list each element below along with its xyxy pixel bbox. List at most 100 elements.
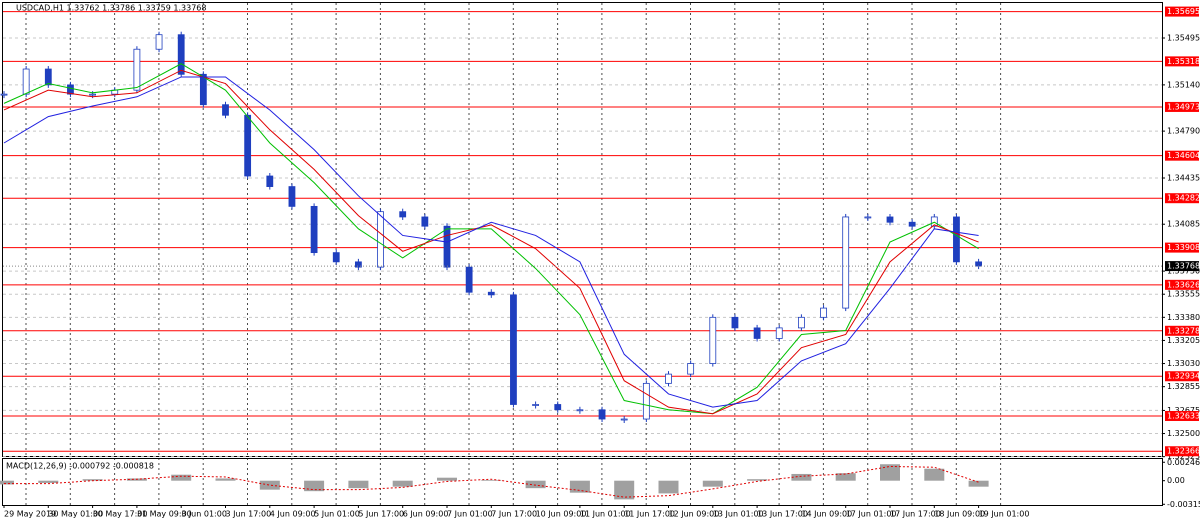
candle-body: [886, 216, 894, 223]
level-label-box: [1165, 242, 1199, 253]
macd-bar: [171, 474, 192, 481]
candle-body: [687, 363, 695, 375]
moving-average: [3, 69, 979, 415]
level-label-box: [1165, 446, 1199, 457]
x-tick-label: 29 May 2019: [4, 510, 56, 519]
level-label: 1.33278: [1167, 326, 1200, 335]
x-tick-label: 13 Jun 01:00: [713, 510, 764, 519]
y-tick-label: 1.33555: [1167, 290, 1200, 299]
level-label-box: [1165, 150, 1199, 161]
level-label-box: [1165, 371, 1199, 382]
macd-bar: [968, 480, 989, 487]
x-tick-label: 14 Jun 09:00: [801, 510, 852, 519]
price-panel: [2, 2, 1163, 457]
level-label: 1.32633: [1167, 411, 1200, 420]
macd-bar: [259, 480, 280, 490]
macd-bar: [702, 480, 723, 487]
candle-body: [310, 205, 318, 254]
macd-bar: [348, 480, 369, 489]
level-label: 1.33908: [1167, 243, 1200, 252]
candle-body: [443, 225, 451, 268]
macd-bar: [924, 468, 945, 481]
x-tick-label: 19 Jun 01:00: [979, 510, 1030, 519]
macd-bar: [835, 473, 856, 481]
macd-bar: [304, 480, 325, 492]
macd-bar: [658, 480, 679, 494]
macd-bar: [791, 473, 812, 481]
macd-signal: [4, 465, 979, 498]
macd-bar: [437, 477, 457, 481]
y-tick-label: 1.33730: [1167, 267, 1200, 276]
candle-body: [975, 261, 982, 267]
candle-body: [487, 291, 495, 296]
y-tick-label: 1.33205: [1167, 336, 1200, 345]
candle-body: [532, 404, 539, 406]
candle-body: [44, 68, 52, 86]
candle-body: [266, 175, 274, 187]
level-label-box: [1165, 6, 1199, 17]
candle-body: [554, 404, 562, 411]
candle-body: [775, 327, 783, 339]
candle-body: [222, 104, 229, 116]
level-label-box: [1165, 101, 1199, 112]
x-tick-label: 7 Jun 01:00: [447, 510, 493, 519]
macd-bar: [392, 480, 413, 487]
level-label: 1.32366: [1167, 447, 1200, 456]
candle-body: [177, 34, 185, 75]
macd-bar: [481, 479, 502, 481]
level-label: 1.35318: [1167, 57, 1200, 66]
candle-body: [510, 294, 517, 405]
x-tick-label: 17 Jun 17:00: [890, 510, 941, 519]
x-tick-label: 17 Jun 01:00: [846, 510, 897, 519]
x-tick-label: 30 May 17:00: [93, 510, 148, 519]
y-tick-label: 1.33030: [1167, 359, 1200, 368]
candle-body: [133, 48, 141, 91]
x-tick-label: 18 Jun 09:00: [934, 510, 985, 519]
candle-body: [930, 216, 938, 227]
candle-body: [67, 84, 74, 95]
y-tick-label: 1.34435: [1167, 173, 1200, 182]
level-label-box: [1165, 193, 1199, 204]
candle-body: [377, 211, 384, 268]
candle-body: [864, 216, 872, 219]
current-price-label: 1.33768: [1167, 262, 1200, 271]
macd-tick-label: -0.003154: [1167, 500, 1200, 509]
x-tick-label: 3 Jun 17:00: [226, 510, 272, 519]
candle-body: [753, 327, 761, 339]
level-label: 1.35695: [1167, 7, 1200, 16]
candle-body: [576, 409, 584, 412]
candle-body: [89, 93, 96, 96]
y-tick-label: 1.35140: [1167, 80, 1200, 89]
level-label-box: [1165, 279, 1199, 290]
macd-bar: [38, 480, 59, 483]
macd-bar: [0, 480, 14, 485]
current-price-box: [1165, 261, 1199, 272]
level-label-box: [1165, 410, 1199, 421]
macd-bar: [747, 479, 768, 481]
candle-body: [665, 373, 672, 384]
candle-body: [332, 252, 340, 263]
macd-bar: [525, 480, 546, 489]
candle-body: [953, 216, 960, 263]
x-tick-label: 31 May 09:00: [137, 510, 192, 519]
y-tick-label: 1.34085: [1167, 220, 1200, 229]
candle-body: [465, 266, 473, 293]
candle-body: [354, 261, 362, 268]
x-tick-label: 6 Jun 09:00: [403, 510, 449, 519]
candle-body: [620, 418, 628, 421]
y-tick-label: 1.33380: [1167, 313, 1200, 322]
macd-bar: [215, 478, 236, 481]
x-tick-label: 30 May 01:00: [48, 510, 103, 519]
x-tick-label: 5 Jun 01:00: [314, 510, 360, 519]
level-label: 1.34973: [1167, 102, 1200, 111]
candle-body: [842, 216, 850, 309]
candle-body: [399, 211, 407, 218]
x-tick-label: 5 Jun 17:00: [358, 510, 404, 519]
macd-bar: [82, 479, 103, 481]
x-tick-label: 11 Jun 17:00: [624, 510, 675, 519]
candle-body: [155, 34, 163, 50]
level-label: 1.34282: [1167, 194, 1200, 203]
x-tick-label: 7 Jun 17:00: [491, 510, 537, 519]
level-label: 1.34604: [1167, 151, 1200, 160]
